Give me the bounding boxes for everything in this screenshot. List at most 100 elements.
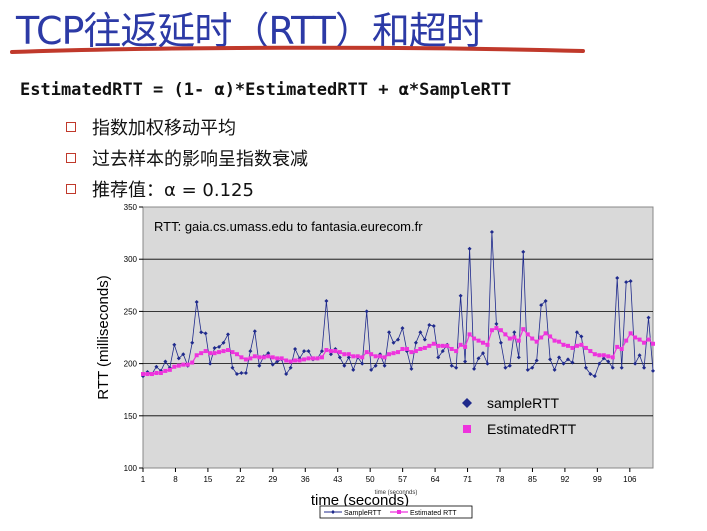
data-point <box>391 351 396 356</box>
data-point <box>651 341 655 346</box>
data-point <box>597 353 602 358</box>
data-point <box>221 340 226 345</box>
data-point <box>476 356 481 361</box>
data-point <box>369 352 374 357</box>
data-point <box>440 349 445 354</box>
data-point <box>243 370 248 375</box>
x-tick-label: 22 <box>236 475 245 484</box>
data-point <box>606 354 611 359</box>
data-point <box>270 362 275 367</box>
data-point <box>239 370 244 375</box>
data-point <box>364 309 369 314</box>
data-point <box>145 372 150 377</box>
y-tick-label: 200 <box>124 360 138 369</box>
data-point <box>360 361 365 366</box>
data-point <box>624 280 629 285</box>
data-point <box>561 342 566 347</box>
data-point <box>190 340 195 345</box>
data-point <box>158 370 163 375</box>
data-point <box>463 344 468 349</box>
data-point <box>422 345 427 350</box>
data-point <box>485 342 490 347</box>
data-point <box>463 359 468 364</box>
data-point <box>615 344 620 349</box>
data-point <box>521 327 526 332</box>
data-point <box>234 372 239 377</box>
data-point <box>221 349 226 354</box>
bottom-legend-marker <box>397 510 401 514</box>
data-point <box>252 354 257 359</box>
data-point <box>436 355 441 360</box>
chart-title: RTT: gaia.cs.umass.edu to fantasia.eurec… <box>154 219 423 234</box>
data-point <box>396 350 400 355</box>
data-point <box>449 346 454 351</box>
data-point <box>431 341 436 346</box>
data-point <box>624 338 629 343</box>
x-tick-label: 36 <box>301 475 310 484</box>
data-point <box>642 365 647 370</box>
data-point <box>234 352 239 357</box>
data-point <box>458 293 463 298</box>
data-point <box>360 355 365 360</box>
data-point <box>503 332 508 337</box>
slide-title: TCP往返延时（RTT）和超时 <box>16 9 484 53</box>
bullet-text: 过去样本的影响呈指数衰减 <box>92 149 308 170</box>
data-point <box>530 365 535 370</box>
data-point <box>642 340 647 345</box>
data-point <box>570 360 575 365</box>
data-point <box>570 345 575 350</box>
data-point <box>319 355 324 360</box>
x-tick-label: 106 <box>623 475 637 484</box>
data-point <box>212 351 217 356</box>
data-point <box>342 363 347 368</box>
data-point <box>498 340 503 345</box>
data-point <box>378 354 383 359</box>
x-tick-label: 92 <box>560 475 569 484</box>
data-point <box>261 355 266 360</box>
data-point <box>382 355 387 360</box>
data-point <box>199 351 204 356</box>
legend-label: EstimatedRTT <box>487 421 577 437</box>
data-point <box>610 365 615 370</box>
data-point <box>651 368 655 373</box>
data-point <box>208 351 213 356</box>
data-point <box>194 353 199 358</box>
data-point <box>472 366 477 371</box>
legend-marker-diamond <box>462 398 472 408</box>
data-point <box>284 358 289 363</box>
data-point <box>328 349 333 354</box>
x-tick-label: 71 <box>463 475 472 484</box>
data-point <box>588 372 593 377</box>
data-point <box>476 338 481 343</box>
data-point <box>391 340 396 345</box>
data-point <box>579 334 584 339</box>
data-point <box>163 359 168 364</box>
data-point <box>337 355 342 360</box>
data-point <box>190 360 195 365</box>
data-point <box>266 354 271 359</box>
data-point <box>619 365 624 370</box>
data-point <box>387 330 392 335</box>
data-point <box>311 356 315 361</box>
data-point <box>400 326 405 331</box>
x-tick-label: 78 <box>496 475 505 484</box>
data-point <box>302 357 307 362</box>
data-point <box>364 350 369 355</box>
data-point <box>226 332 230 337</box>
data-point <box>525 367 530 372</box>
data-point <box>548 334 553 339</box>
data-point <box>628 279 633 284</box>
x-tick-label: 43 <box>333 475 342 484</box>
data-point <box>141 372 145 377</box>
data-point <box>252 329 257 334</box>
data-point <box>467 332 472 337</box>
data-point <box>185 362 190 367</box>
legend-label: sampleRTT <box>487 395 560 411</box>
data-point <box>427 322 432 327</box>
data-point <box>507 363 512 368</box>
data-point <box>539 303 544 308</box>
data-point <box>583 345 588 350</box>
data-point <box>601 356 606 361</box>
x-tick-label: 85 <box>528 475 537 484</box>
data-point <box>610 355 615 360</box>
